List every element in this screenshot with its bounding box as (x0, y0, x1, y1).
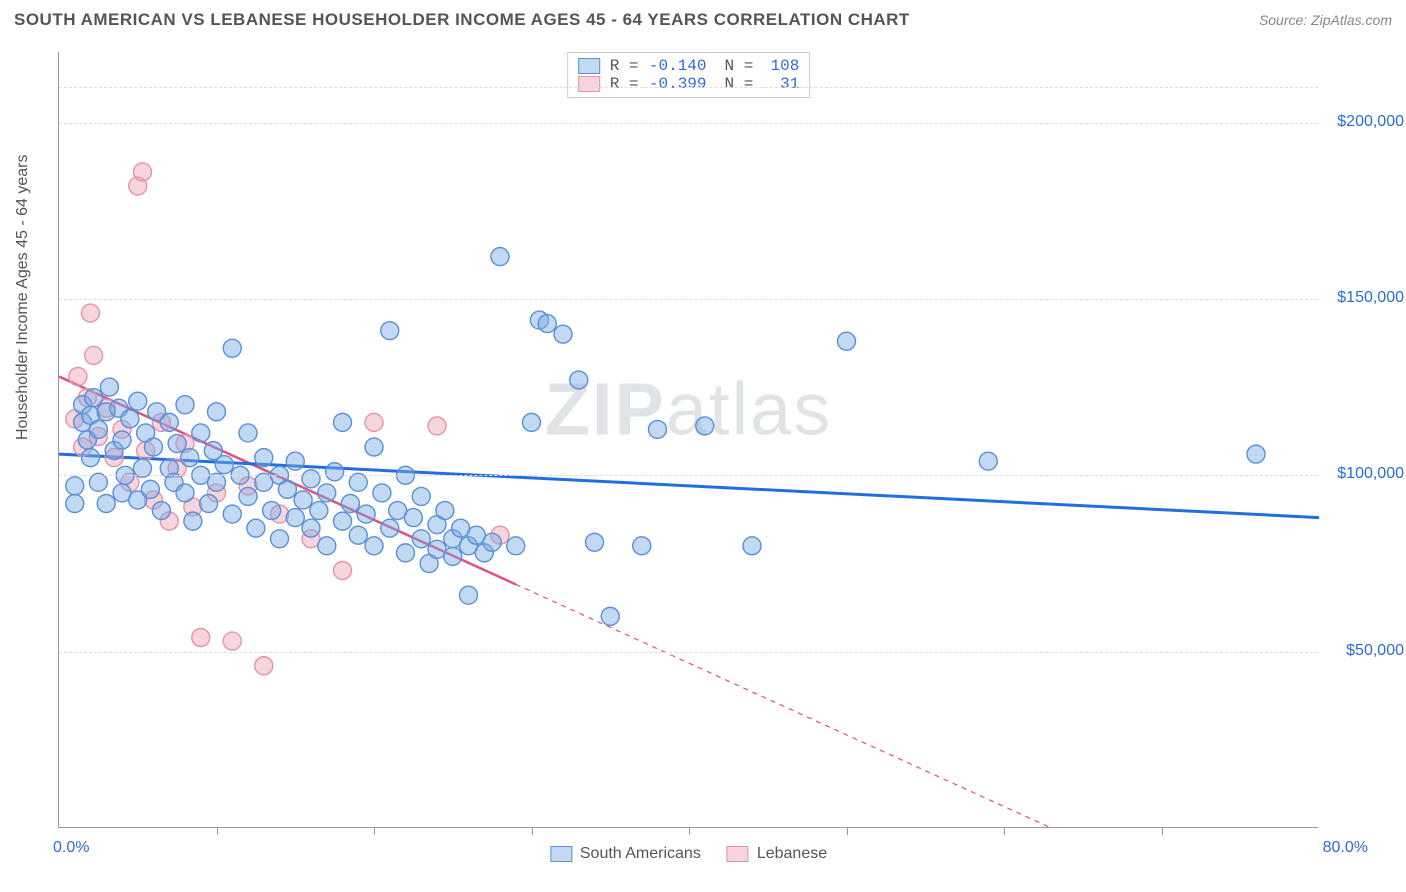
legend-swatch (727, 846, 749, 862)
y-tick-label: $50,000 (1346, 642, 1404, 660)
series-legend-item: Lebanese (727, 845, 827, 863)
n-value: 31 (763, 75, 799, 93)
r-label: R = (610, 57, 639, 75)
x-tick (689, 827, 690, 835)
series-label: Lebanese (757, 845, 827, 863)
gridline (59, 652, 1318, 653)
gridline (59, 299, 1318, 300)
series-label: South Americans (580, 845, 701, 863)
y-tick-label: $150,000 (1337, 289, 1404, 307)
y-tick-label: $100,000 (1337, 465, 1404, 483)
series-legend-item: South Americans (550, 845, 701, 863)
x-tick (374, 827, 375, 835)
scatter-svg (59, 52, 1318, 827)
legend-swatch (578, 58, 600, 74)
source-label: Source: ZipAtlas.com (1259, 12, 1392, 28)
n-label: N = (725, 75, 754, 93)
x-tick (1004, 827, 1005, 835)
legend-swatch (550, 846, 572, 862)
n-label: N = (725, 57, 754, 75)
y-tick-label: $200,000 (1337, 113, 1404, 131)
chart-plot-area: ZIPatlas R = -0.140 N = 108 R = -0.399 N… (58, 52, 1318, 828)
r-value: -0.399 (649, 75, 707, 93)
correlation-legend: R = -0.140 N = 108 R = -0.399 N = 31 (567, 52, 811, 98)
r-value: -0.140 (649, 57, 707, 75)
y-axis-title: Householder Income Ages 45 - 64 years (14, 155, 32, 441)
gridline (59, 123, 1318, 124)
x-tick (532, 827, 533, 835)
x-min-label: 0.0% (53, 839, 89, 857)
x-tick (847, 827, 848, 835)
gridline (59, 475, 1318, 476)
chart-title: SOUTH AMERICAN VS LEBANESE HOUSEHOLDER I… (14, 10, 910, 30)
gridline (59, 87, 1318, 88)
series-legend: South Americans Lebanese (550, 845, 827, 863)
x-max-label: 80.0% (1323, 839, 1368, 857)
r-label: R = (610, 75, 639, 93)
n-value: 108 (763, 57, 799, 75)
x-tick (1162, 827, 1163, 835)
x-tick (217, 827, 218, 835)
legend-row: R = -0.399 N = 31 (578, 75, 800, 93)
legend-swatch (578, 76, 600, 92)
legend-row: R = -0.140 N = 108 (578, 57, 800, 75)
